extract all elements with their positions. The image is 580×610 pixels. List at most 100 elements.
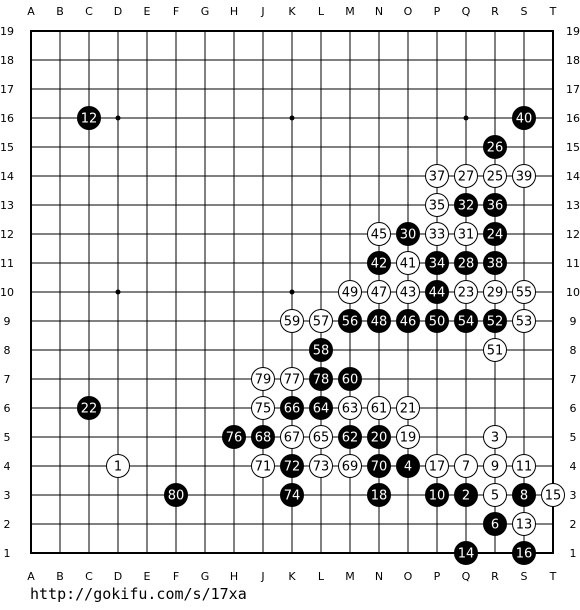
stone-move-number: 23	[458, 286, 475, 301]
stone-disc	[512, 164, 536, 188]
column-label: O	[404, 570, 413, 583]
black-stone: 28	[454, 251, 478, 275]
stone-move-number: 72	[284, 460, 301, 475]
stone-disc	[425, 251, 449, 275]
source-url[interactable]: http://gokifu.com/s/17xa	[30, 585, 247, 603]
white-stone: 59	[280, 309, 304, 333]
stone-move-number: 38	[487, 257, 504, 272]
stone-move-number: 13	[516, 518, 533, 533]
stone-move-number: 43	[400, 286, 417, 301]
stone-disc	[338, 309, 362, 333]
column-label: S	[521, 5, 528, 18]
stone-disc	[425, 280, 449, 304]
stone-disc	[396, 222, 420, 246]
stone-disc	[512, 483, 536, 507]
stone-disc	[164, 483, 188, 507]
row-label: 13	[0, 199, 14, 212]
black-stone: 56	[338, 309, 362, 333]
black-stone: 10	[425, 483, 449, 507]
white-stone: 27	[454, 164, 478, 188]
row-label: 4	[570, 460, 577, 473]
black-stone: 12	[77, 106, 101, 130]
white-stone: 45	[367, 222, 391, 246]
row-label: 17	[0, 83, 14, 96]
white-stone: 57	[309, 309, 333, 333]
stone-disc	[425, 164, 449, 188]
stone-move-number: 53	[516, 315, 533, 330]
row-label: 11	[0, 257, 14, 270]
column-label: L	[318, 570, 325, 583]
column-label: E	[144, 5, 151, 18]
stone-disc	[338, 280, 362, 304]
column-label: F	[173, 5, 179, 18]
row-label: 12	[566, 228, 580, 241]
star-point	[463, 115, 469, 121]
stone-move-number: 11	[516, 460, 533, 475]
stone-disc	[483, 280, 507, 304]
black-stone: 6	[483, 512, 507, 536]
stone-disc	[512, 454, 536, 478]
stone-disc	[483, 512, 507, 536]
stone-move-number: 28	[458, 257, 475, 272]
star-point	[289, 115, 295, 121]
stone-disc	[367, 222, 391, 246]
white-stone: 35	[425, 193, 449, 217]
column-label: J	[260, 5, 264, 18]
black-stone: 38	[483, 251, 507, 275]
stone-move-number: 27	[458, 170, 475, 185]
row-label: 10	[566, 286, 580, 299]
stone-move-number: 35	[429, 199, 446, 214]
stone-move-number: 52	[487, 315, 504, 330]
column-label: Q	[462, 5, 471, 18]
stone-move-number: 18	[371, 489, 388, 504]
black-stone: 14	[454, 541, 478, 565]
row-label: 18	[0, 54, 14, 67]
black-stone: 16	[512, 541, 536, 565]
stone-move-number: 78	[313, 373, 330, 388]
black-stone: 40	[512, 106, 536, 130]
stone-disc	[483, 309, 507, 333]
white-stone: 13	[512, 512, 536, 536]
stone-disc	[338, 454, 362, 478]
white-stone: 69	[338, 454, 362, 478]
black-stone: 52	[483, 309, 507, 333]
white-stone: 5	[483, 483, 507, 507]
stone-move-number: 34	[429, 257, 446, 272]
stone-disc	[425, 193, 449, 217]
stone-disc	[367, 396, 391, 420]
stone-move-number: 4	[404, 460, 412, 475]
stone-move-number: 19	[400, 431, 417, 446]
stone-move-number: 3	[491, 431, 499, 446]
stone-disc	[396, 396, 420, 420]
white-stone: 51	[483, 338, 507, 362]
row-label: 14	[566, 170, 580, 183]
white-stone: 23	[454, 280, 478, 304]
stone-move-number: 40	[516, 112, 533, 127]
row-label: 16	[0, 112, 14, 125]
row-label: 16	[566, 112, 580, 125]
column-label: T	[549, 570, 557, 583]
row-label: 3	[4, 489, 11, 502]
stone-move-number: 32	[458, 199, 475, 214]
stone-disc	[396, 425, 420, 449]
stone-move-number: 68	[255, 431, 272, 446]
stone-disc	[251, 454, 275, 478]
stone-disc	[309, 454, 333, 478]
row-label: 15	[566, 141, 580, 154]
column-label: B	[56, 5, 64, 18]
white-stone: 47	[367, 280, 391, 304]
black-stone: 74	[280, 483, 304, 507]
stone-disc	[309, 396, 333, 420]
stone-move-number: 59	[284, 315, 301, 330]
stone-move-number: 45	[371, 228, 388, 243]
white-stone: 67	[280, 425, 304, 449]
stone-disc	[367, 280, 391, 304]
black-stone: 50	[425, 309, 449, 333]
stone-move-number: 77	[284, 373, 301, 388]
black-stone: 46	[396, 309, 420, 333]
stone-move-number: 51	[487, 344, 504, 359]
stones: 1234567891011121314151617181920212223242…	[77, 106, 565, 565]
black-stone: 62	[338, 425, 362, 449]
column-label: D	[114, 5, 122, 18]
